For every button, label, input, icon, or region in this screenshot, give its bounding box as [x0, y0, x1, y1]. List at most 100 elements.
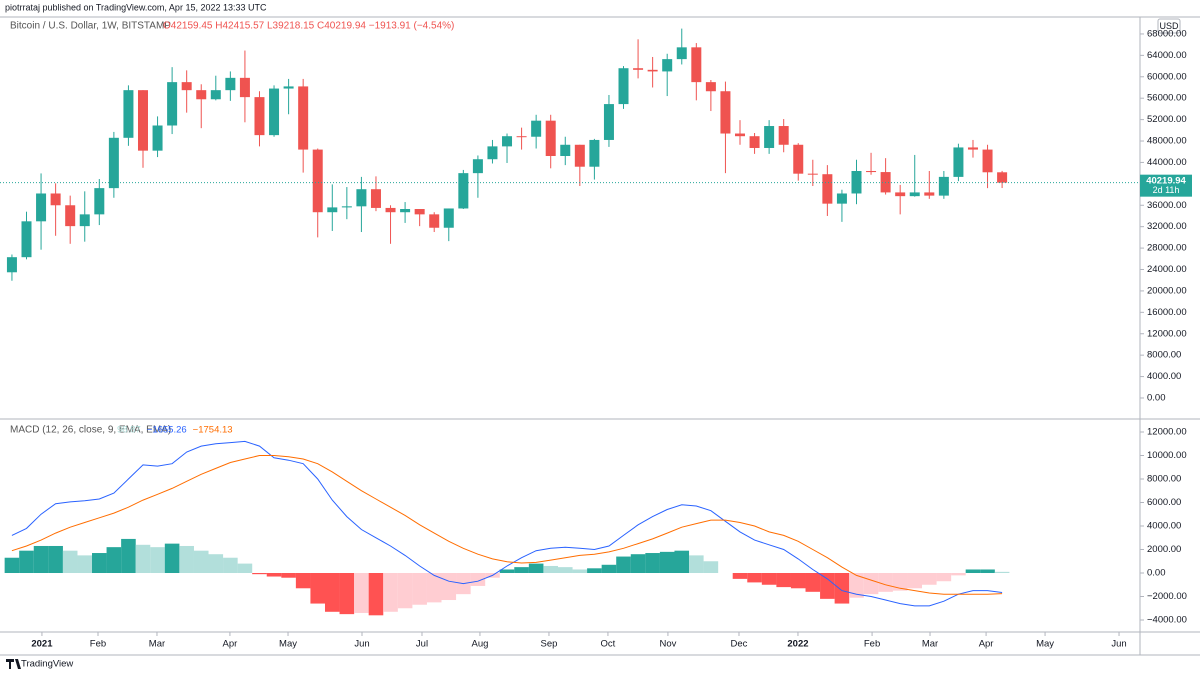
- candle-body: [429, 214, 440, 228]
- candle-body: [866, 170, 877, 173]
- histogram-bar: [499, 569, 515, 574]
- x-tick-label: 2021: [31, 639, 53, 650]
- histogram-bar: [980, 569, 995, 574]
- histogram-bar: [441, 573, 457, 601]
- candle-body: [65, 205, 76, 227]
- histogram-bar: [368, 573, 384, 616]
- histogram-bar: [863, 573, 879, 595]
- y-tick-label: −2000.00: [1147, 591, 1187, 602]
- histogram-bar: [252, 573, 267, 575]
- candle-body: [516, 136, 527, 138]
- y-tick-label: 44000.00: [1147, 157, 1187, 168]
- histogram-bar: [208, 554, 224, 574]
- candle-body: [720, 91, 731, 134]
- candle-body: [108, 137, 119, 189]
- x-tick-label: Mar: [922, 639, 938, 650]
- candle-body: [793, 144, 804, 174]
- y-tick-label: 8000.00: [1147, 474, 1181, 485]
- histogram-bar: [820, 573, 835, 599]
- histogram-bar: [776, 573, 791, 588]
- histogram-bar: [33, 545, 49, 574]
- y-tick-label: 60000.00: [1147, 71, 1187, 82]
- ohlc-legend: O42159.45 H42415.57 L39218.15 C40219.94 …: [163, 21, 454, 32]
- candle-body: [676, 47, 687, 60]
- candle-body: [895, 192, 906, 197]
- histogram-bar: [849, 573, 864, 598]
- x-tick-label: Feb: [90, 639, 106, 650]
- histogram-bar: [805, 573, 821, 592]
- x-tick-label: Feb: [864, 639, 880, 650]
- brand-logo: [6, 659, 21, 669]
- histogram-bar: [324, 573, 340, 612]
- x-tick-label: 2022: [787, 639, 808, 650]
- candle-body: [705, 82, 716, 92]
- legend-value: 98.87: [117, 425, 141, 436]
- candle-body: [167, 82, 178, 126]
- y-tick-label: 52000.00: [1147, 114, 1187, 125]
- y-tick-label: 24000.00: [1147, 264, 1187, 275]
- candle-body: [472, 159, 483, 174]
- candle-body: [836, 193, 847, 204]
- candle-body: [269, 88, 280, 136]
- x-tick-label: May: [279, 639, 297, 650]
- histogram-bar: [572, 569, 588, 574]
- legend-value: −1655.26: [147, 425, 187, 436]
- histogram-bar: [892, 573, 908, 591]
- histogram-bar: [121, 538, 136, 574]
- histogram-bar: [616, 556, 631, 574]
- histogram-bar: [689, 555, 704, 574]
- x-tick-label: Nov: [659, 639, 676, 650]
- candle-body: [181, 82, 192, 91]
- histogram-bar: [601, 564, 617, 574]
- candle-body: [123, 90, 134, 138]
- candle-body: [953, 147, 964, 177]
- macd-title: MACD (12, 26, close, 9, EMA, EMA): [10, 425, 171, 436]
- histogram-bar: [630, 554, 646, 574]
- y-tick-label: 64000.00: [1147, 50, 1187, 61]
- last-price-box: [1140, 174, 1192, 197]
- candle-body: [822, 174, 833, 204]
- y-tick-label: 2000.00: [1147, 544, 1181, 555]
- x-tick-label: Sep: [541, 639, 558, 650]
- candle-body: [502, 136, 513, 147]
- y-tick-label: 12000.00: [1147, 427, 1187, 438]
- histogram-bar: [354, 573, 369, 613]
- y-tick-label: 56000.00: [1147, 93, 1187, 104]
- candle-body: [94, 188, 105, 215]
- candle-body: [312, 149, 323, 213]
- y-tick-label: 6000.00: [1147, 497, 1181, 508]
- candle-body: [997, 172, 1008, 183]
- x-tick-label: Apr: [979, 639, 994, 650]
- histogram-bar: [878, 573, 893, 592]
- candle-body: [458, 173, 469, 209]
- histogram-bar: [659, 551, 675, 574]
- candle-body: [764, 126, 775, 148]
- histogram-bar: [223, 557, 238, 574]
- y-tick-label: 4000.00: [1147, 521, 1181, 532]
- x-tick-label: Oct: [601, 639, 616, 650]
- candle-body: [967, 147, 978, 150]
- histogram-bar: [965, 569, 981, 574]
- histogram-bar: [92, 553, 107, 574]
- candle-body: [283, 86, 294, 89]
- histogram-bar: [951, 573, 966, 576]
- x-tick-label: Apr: [223, 639, 238, 650]
- candle-body: [909, 192, 920, 197]
- y-tick-label: 0.00: [1147, 568, 1166, 579]
- candle-body: [225, 77, 236, 91]
- histogram-bar: [150, 547, 165, 574]
- histogram-bar: [77, 555, 93, 574]
- currency-box: [1157, 18, 1181, 34]
- macd-line: [11, 440, 1003, 607]
- y-tick-label: 28000.00: [1147, 243, 1187, 254]
- y-tick-label: 4000.00: [1147, 371, 1181, 382]
- histogram-bar: [994, 571, 1010, 574]
- candle-body: [239, 77, 250, 98]
- candle-body: [924, 192, 935, 196]
- histogram-bar: [339, 573, 355, 615]
- histogram-bar: [295, 573, 311, 589]
- histogram-bar: [732, 573, 748, 579]
- histogram-bar: [237, 563, 253, 574]
- candle-body: [400, 209, 411, 213]
